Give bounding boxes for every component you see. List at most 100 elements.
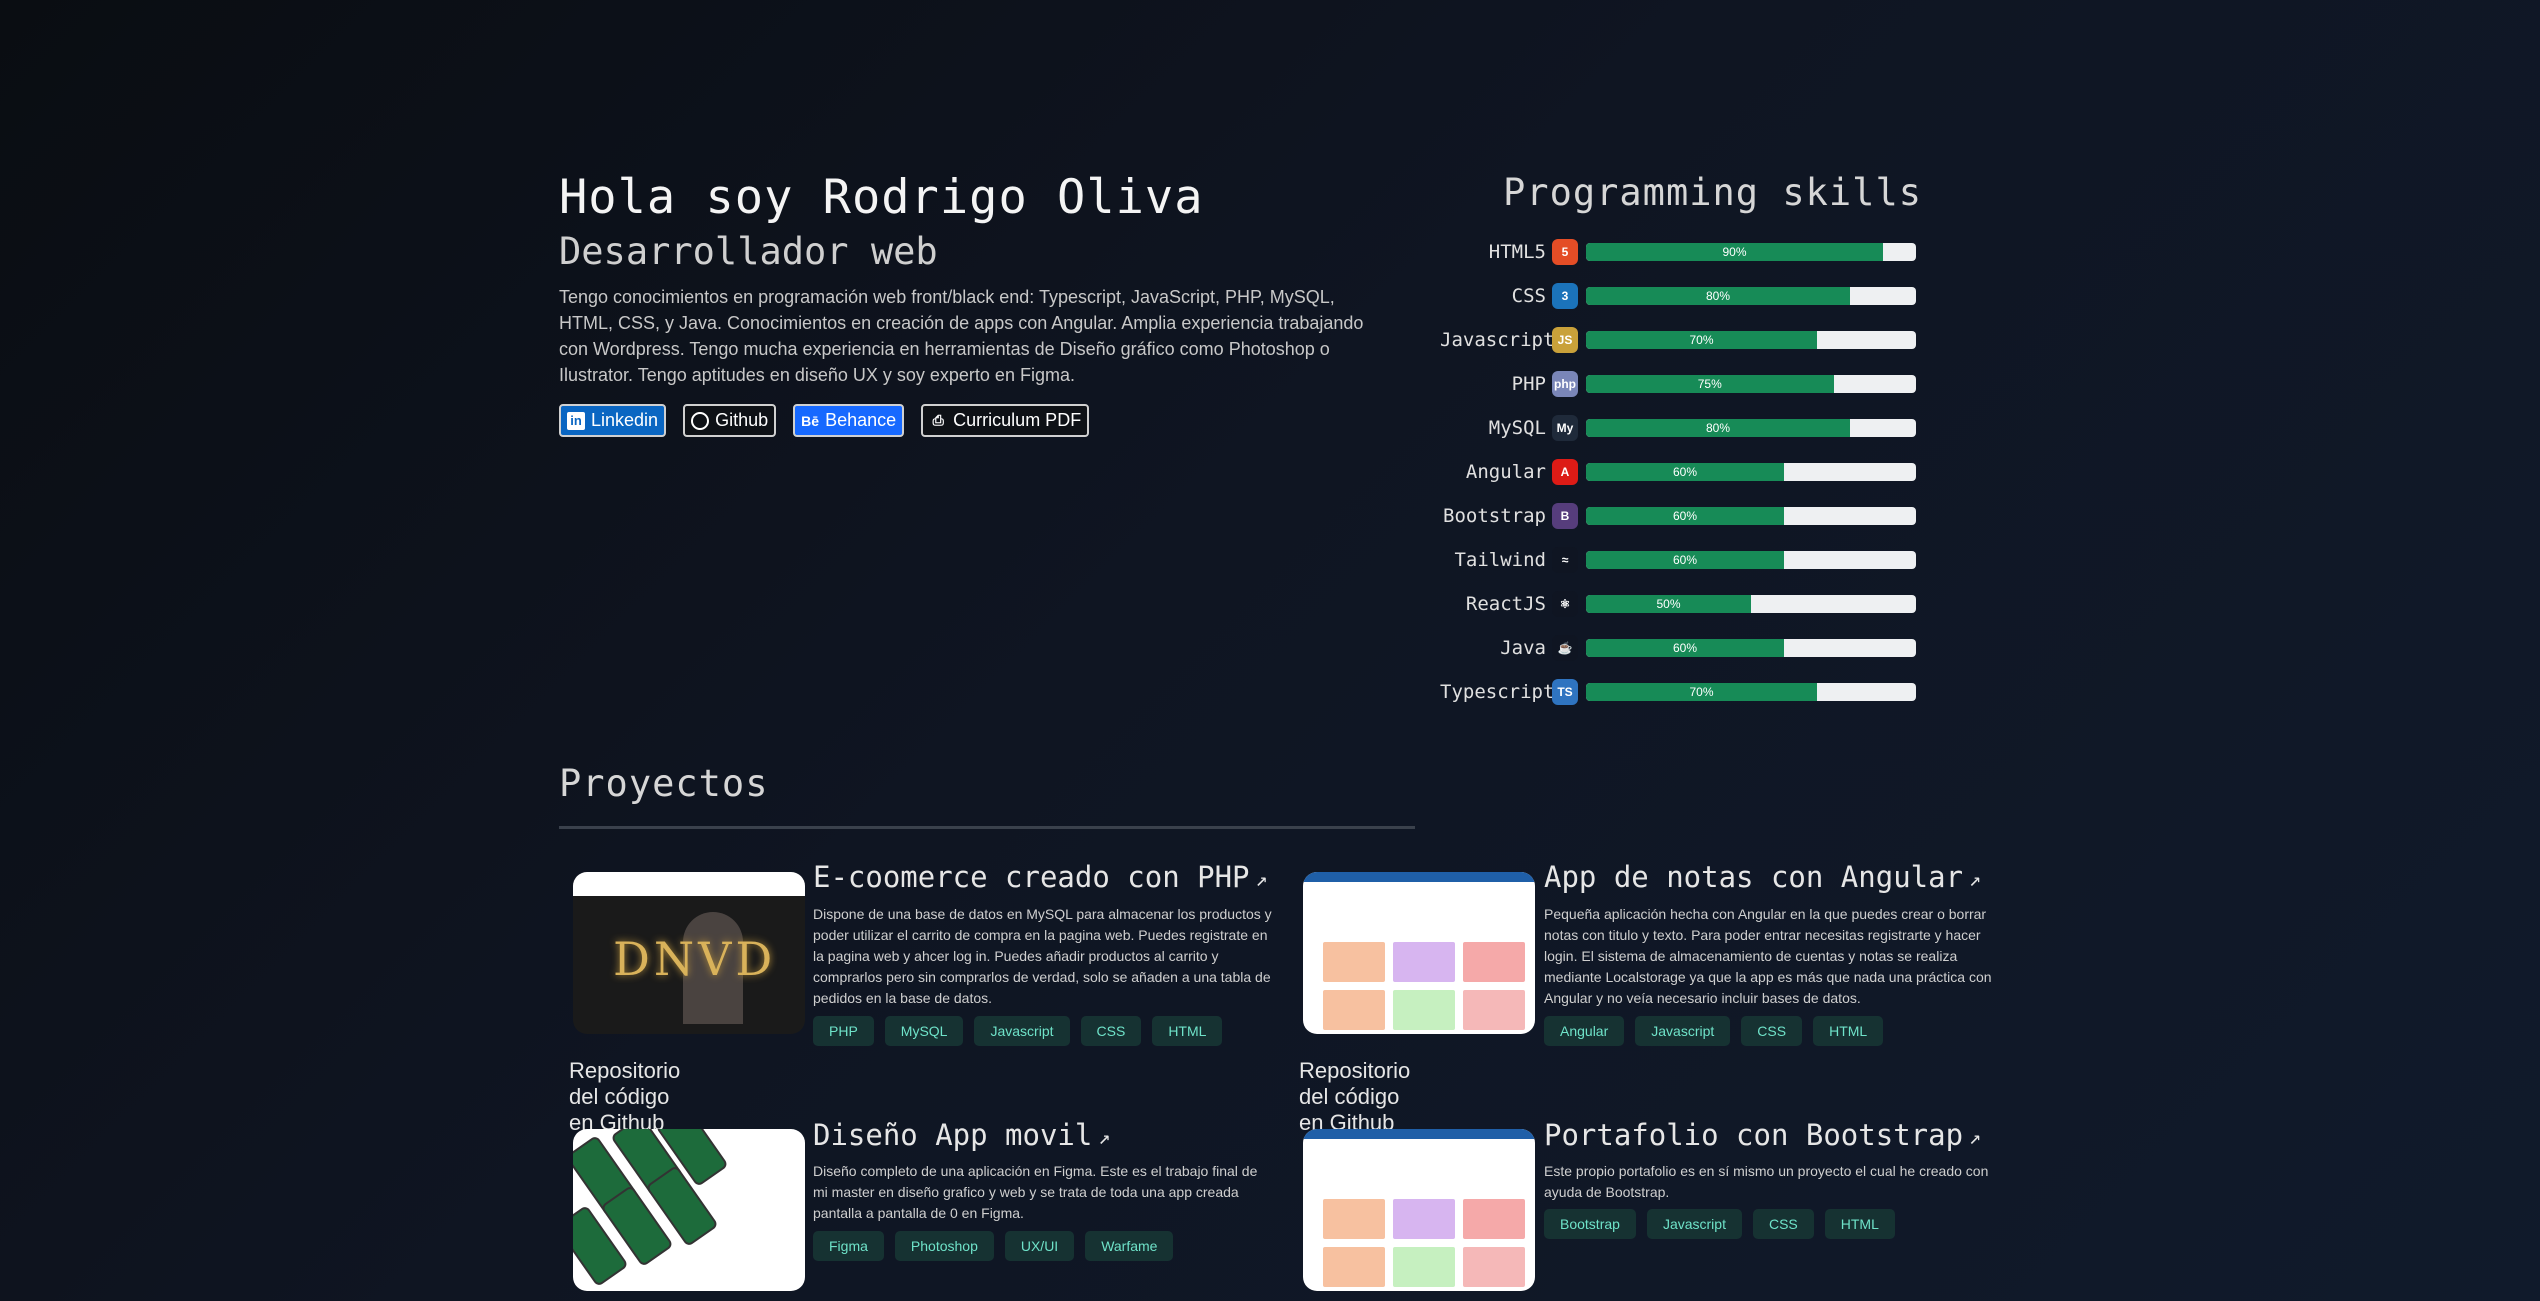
tag[interactable]: Photoshop <box>894 1231 994 1261</box>
css3-icon: 3 <box>1552 283 1578 309</box>
tailwind-icon: ≈ <box>1552 547 1578 573</box>
external-link-icon: ↗ <box>1098 1125 1111 1149</box>
hero-subtitle: Desarrollador web <box>559 230 938 273</box>
skill-progress-bar: 80% <box>1586 287 1916 305</box>
skill-progress-bar: 60% <box>1586 639 1916 657</box>
github-icon <box>691 411 710 430</box>
skill-progress-bar: 80% <box>1586 419 1916 437</box>
tag[interactable]: HTML <box>1152 1016 1223 1046</box>
skill-progress-bar: 70% <box>1586 683 1916 701</box>
project-thumbnail-mobile-app[interactable] <box>573 1129 805 1291</box>
projects-title: Proyectos <box>559 762 769 805</box>
project-title-ecommerce[interactable]: E-coomerce creado con PHP ↗ <box>813 860 1268 894</box>
project-thumbnail-notes[interactable] <box>1303 872 1535 1034</box>
tag[interactable]: Javascript <box>1646 1209 1742 1239</box>
typescript-icon: TS <box>1552 679 1578 705</box>
projects-divider <box>559 826 1415 829</box>
tag[interactable]: HTML <box>1813 1016 1884 1046</box>
repo-link-label: Repositorio del código en Github <box>1299 1058 1411 1135</box>
tag[interactable]: Javascript <box>1635 1016 1731 1046</box>
tag[interactable]: Angular <box>1544 1016 1625 1046</box>
skill-progress-fill: 60% <box>1586 551 1784 569</box>
html5-icon: 5 <box>1552 239 1578 265</box>
project-description-portfolio: Este propio portafolio es en sí mismo un… <box>1544 1163 1989 1200</box>
skill-row-java: Java ☕ 60% <box>1440 626 1922 670</box>
skill-progress-fill: 80% <box>1586 287 1850 305</box>
tag[interactable]: PHP <box>813 1016 874 1046</box>
github-button[interactable]: Github <box>683 404 777 437</box>
tag[interactable]: Figma <box>813 1231 884 1261</box>
social-links: in Linkedin Github Bē Behance ⎙ Curricul… <box>559 404 1379 437</box>
tag[interactable]: HTML <box>1824 1209 1895 1239</box>
hero-title: Hola soy Rodrigo Oliva <box>559 170 1204 225</box>
javascript-icon: JS <box>1552 327 1578 353</box>
tag[interactable]: CSS <box>1080 1016 1142 1046</box>
project-thumbnail-ecommerce[interactable]: DNVD <box>573 872 805 1034</box>
external-link-icon: ↗ <box>1969 1125 1982 1149</box>
skill-progress-fill: 70% <box>1586 683 1817 701</box>
skill-name: ReactJS <box>1465 593 1546 615</box>
tag[interactable]: MySQL <box>884 1016 964 1046</box>
curriculum-pdf-label: Curriculum PDF <box>953 410 1082 430</box>
curriculum-pdf-button[interactable]: ⎙ Curriculum PDF <box>921 404 1090 437</box>
skill-progress-fill: 75% <box>1586 375 1834 393</box>
skill-row-javascript: Javascript JS 70% <box>1440 318 1922 362</box>
project-tags-notes: Angular Javascript CSS HTML <box>1544 1016 1884 1046</box>
thumb-neon-text: DNVD <box>613 932 777 986</box>
skill-progress-bar: 90% <box>1586 243 1916 261</box>
skill-progress-bar: 50% <box>1586 595 1916 613</box>
tag[interactable]: Bootstrap <box>1544 1209 1636 1239</box>
skill-name: CSS <box>1511 285 1546 307</box>
project-title-portfolio[interactable]: Portafolio con Bootstrap ↗ <box>1544 1118 1981 1152</box>
project-title-notes[interactable]: App de notas con Angular ↗ <box>1544 860 1981 894</box>
skills-title: Programming skills <box>1503 171 1922 214</box>
project-thumbnail-portfolio[interactable] <box>1303 1129 1535 1291</box>
skill-progress-bar: 60% <box>1586 463 1916 481</box>
skill-name: Typescript <box>1440 681 1555 703</box>
github-label: Github <box>715 410 769 430</box>
angular-icon: A <box>1552 459 1578 485</box>
project-tags-ecommerce: PHP MySQL Javascript CSS HTML <box>813 1016 1223 1046</box>
skill-row-mysql: MySQL My 80% <box>1440 406 1922 450</box>
skill-progress-fill: 60% <box>1586 463 1784 481</box>
tag[interactable]: CSS <box>1752 1209 1814 1239</box>
skill-row-php: PHP php 75% <box>1440 362 1922 406</box>
external-link-icon: ↗ <box>1969 867 1982 891</box>
skill-name: Tailwind <box>1454 549 1546 571</box>
project-tags-portfolio: Bootstrap Javascript CSS HTML <box>1544 1209 1895 1239</box>
skill-name: Bootstrap <box>1443 505 1546 527</box>
tag[interactable]: CSS <box>1741 1016 1803 1046</box>
tag[interactable]: Javascript <box>974 1016 1070 1046</box>
skill-progress-fill: 90% <box>1586 243 1883 261</box>
skills-list: HTML5 5 90% CSS 3 80% Javascript JS 70% PHP php 75%… <box>1440 230 1922 714</box>
java-icon: ☕ <box>1552 635 1578 661</box>
hero-description: Tengo conocimientos en programación web … <box>559 287 1364 385</box>
tag[interactable]: Warfame <box>1085 1231 1174 1261</box>
skill-name: MySQL <box>1488 417 1546 439</box>
linkedin-button[interactable]: in Linkedin <box>559 404 667 437</box>
project-description-notes: Pequeña aplicación hecha con Angular en … <box>1544 906 1992 1006</box>
behance-icon: Bē <box>801 412 820 429</box>
skill-progress-fill: 70% <box>1586 331 1817 349</box>
project-title-mobile-app[interactable]: Diseño App movil ↗ <box>813 1118 1110 1152</box>
linkedin-label: Linkedin <box>591 410 659 430</box>
tag[interactable]: UX/UI <box>1004 1231 1075 1261</box>
pdf-icon: ⎙ <box>932 412 944 428</box>
linkedin-icon: in <box>567 411 585 430</box>
skill-row-angular: Angular A 60% <box>1440 450 1922 494</box>
skill-name: Javascript <box>1440 329 1555 351</box>
bootstrap-icon: B <box>1552 503 1578 529</box>
project-title-text: E-coomerce creado con PHP <box>813 860 1250 894</box>
skill-progress-bar: 70% <box>1586 331 1916 349</box>
skill-name: Java <box>1500 637 1546 659</box>
skill-name: HTML5 <box>1488 241 1546 263</box>
skill-progress-bar: 60% <box>1586 507 1916 525</box>
skill-row-html5: HTML5 5 90% <box>1440 230 1922 274</box>
hero-section: Hola soy Rodrigo Oliva Desarrollador web… <box>559 168 1379 437</box>
skill-progress-fill: 80% <box>1586 419 1850 437</box>
react-icon: ⚛ <box>1552 591 1578 617</box>
behance-button[interactable]: Bē Behance <box>793 404 905 437</box>
project-title-text: App de notas con Angular <box>1544 860 1964 894</box>
skill-name: Angular <box>1465 461 1546 483</box>
skill-row-bootstrap: Bootstrap B 60% <box>1440 494 1922 538</box>
